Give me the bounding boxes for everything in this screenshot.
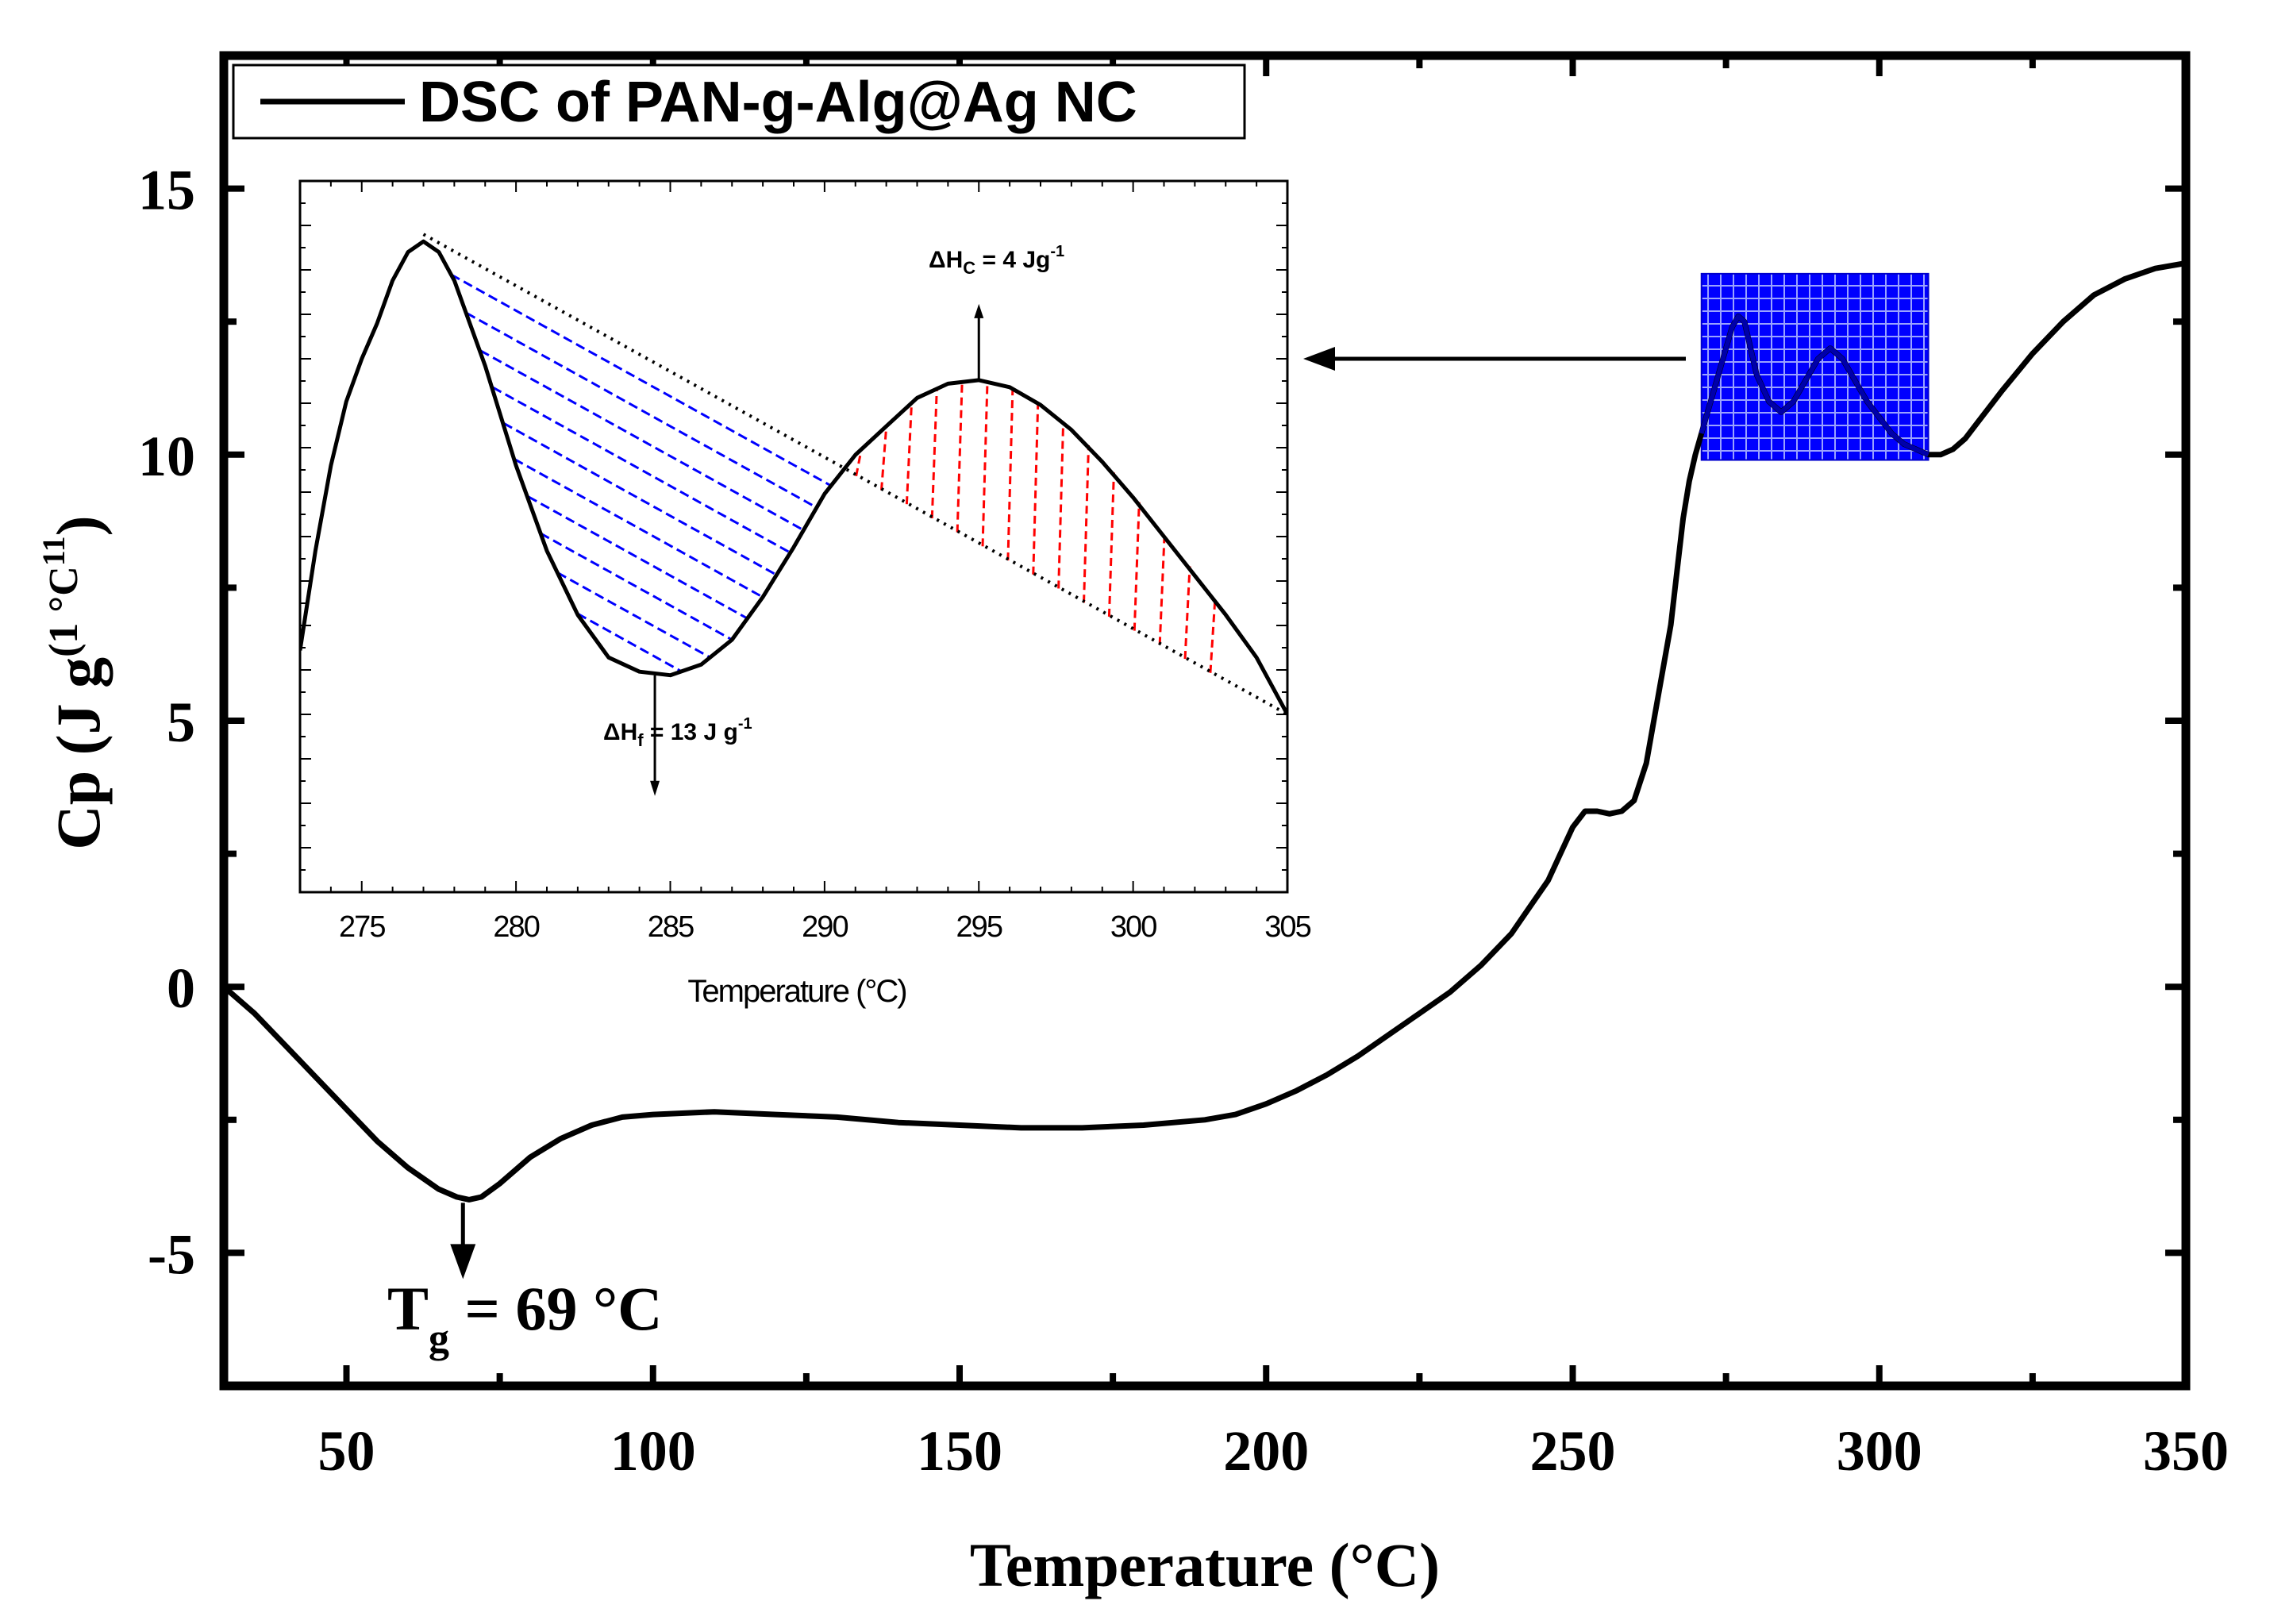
- dhc-sup: -1: [1050, 243, 1064, 260]
- inset-x-tick-label: 280: [493, 910, 539, 944]
- tg-annotation: Tg = 69 °C: [387, 1203, 663, 1361]
- inset-red-hatch: [981, 381, 989, 547]
- inset-series-line: [300, 239, 1287, 716]
- main-y-tick-labels: -5 0 5 10 15: [138, 159, 195, 1287]
- x-tick-label: 100: [610, 1419, 696, 1483]
- inset-blue-hatch: [540, 532, 733, 641]
- inset-red-hatch: [1057, 421, 1065, 589]
- inset-x-tick-label: 300: [1110, 910, 1156, 944]
- tg-label: Tg = 69 °C: [387, 1274, 663, 1361]
- x-tick-label: 300: [1837, 1419, 1922, 1483]
- inset-blue-hatch: [466, 312, 818, 509]
- y-tick-label: -5: [148, 1222, 195, 1286]
- inset-x-tick-label: 295: [956, 910, 1002, 944]
- inset-red-hatch: [1133, 502, 1141, 631]
- x-tick-label: 250: [1530, 1419, 1616, 1483]
- inset-blue-hatch: [479, 349, 806, 532]
- dhc-arrow-head: [974, 303, 984, 318]
- inset-red-hatch: [1032, 402, 1040, 575]
- y-tick-label: 0: [167, 956, 195, 1020]
- inset-chart: 275 280 285 290 295 300 305 Temperature (°C) Δ…: [298, 179, 1313, 1009]
- inset-red-hatch: [1183, 566, 1191, 660]
- dhf-sub: f: [637, 730, 644, 750]
- dhf-arrow-head: [650, 780, 660, 796]
- inset-x-tick-label: 290: [802, 910, 848, 944]
- dhf-label: ΔHf = 13 J g-1: [603, 715, 752, 750]
- y-axis-title-close: ): [44, 515, 113, 536]
- dhf-sup: -1: [738, 715, 752, 733]
- y-tick-label: 5: [167, 691, 195, 754]
- dhf-delta: ΔH: [603, 719, 637, 745]
- y-axis-title-sup2: 11: [36, 536, 71, 566]
- inset-x-axis-title: Temperature (°C): [687, 974, 906, 1009]
- main-x-tick-labels: 50 100 150 200 250 300 350: [318, 1419, 2230, 1483]
- inset-baseline: [422, 233, 1287, 716]
- series-line-dsc-over-zoom: [1699, 314, 1930, 457]
- dhc-sub: C: [963, 258, 975, 278]
- dhc-delta: ΔH: [929, 247, 963, 273]
- y-axis-title: Cp (J g(1 °C11): [36, 515, 113, 849]
- inset-hatch-fills: [450, 273, 1217, 673]
- inset-red-hatch: [1006, 387, 1014, 561]
- inset-x-tick-label: 275: [339, 910, 385, 944]
- tg-label-t: T: [387, 1274, 429, 1343]
- inset-red-hatch: [930, 390, 938, 518]
- dhf-rest: = 13 J g: [644, 719, 738, 745]
- inset-annotation-dhc: ΔHC = 4 Jg-1: [929, 243, 1064, 380]
- x-tick-label: 150: [917, 1419, 1002, 1483]
- y-axis-title-main: Cp (J g: [44, 657, 113, 850]
- zoom-connector-head: [1303, 347, 1335, 371]
- inset-x-tick-label: 285: [648, 910, 694, 944]
- tg-label-sub: g: [429, 1316, 449, 1361]
- x-tick-label: 200: [1223, 1419, 1309, 1483]
- tg-arrow-head: [450, 1244, 476, 1280]
- x-tick-label: 50: [318, 1419, 375, 1483]
- main-y-ticks: [224, 185, 2186, 1256]
- inset-blue-hatch: [527, 495, 748, 620]
- inset-blue-hatch: [502, 421, 778, 576]
- y-axis-title-sup: (1 °C: [41, 566, 87, 657]
- legend-label: DSC of PAN-g-Alg@Ag NC: [419, 71, 1137, 134]
- dhc-label: ΔHC = 4 Jg-1: [929, 243, 1064, 278]
- inset-ticks: [300, 181, 1288, 892]
- x-tick-label: 350: [2143, 1419, 2229, 1483]
- dhc-rest: = 4 Jg: [975, 247, 1050, 273]
- main-chart: 50 100 150 200 250 300 350 -5 0 5 10 15 Tg = 69 °C: [36, 51, 2230, 1599]
- inset-red-hatch: [1083, 444, 1091, 603]
- inset-blue-hatch: [450, 273, 833, 488]
- inset-x-tick-labels: 275 280 285 290 295 300 305: [339, 910, 1313, 944]
- inset-annotation-dhf: ΔHf = 13 J g-1: [603, 675, 752, 796]
- inset-red-hatch: [1107, 472, 1115, 617]
- inset-red-hatch: [880, 428, 888, 491]
- x-axis-title: Temperature (°C): [970, 1530, 1440, 1599]
- inset-red-hatch: [1158, 533, 1166, 645]
- inset-red-hatch: [905, 405, 913, 505]
- y-tick-label: 15: [138, 159, 195, 222]
- inset-red-hatch: [855, 452, 863, 477]
- inset-x-tick-label: 305: [1264, 910, 1310, 944]
- y-tick-label: 10: [138, 425, 195, 488]
- legend: DSC of PAN-g-Alg@Ag NC: [232, 63, 1246, 140]
- inset-blue-hatch: [556, 571, 711, 659]
- inset-blue-hatch: [514, 458, 764, 598]
- tg-label-rest: = 69 °C: [449, 1274, 662, 1343]
- inset-background: [300, 181, 1287, 892]
- inset-blue-hatch: [577, 612, 683, 673]
